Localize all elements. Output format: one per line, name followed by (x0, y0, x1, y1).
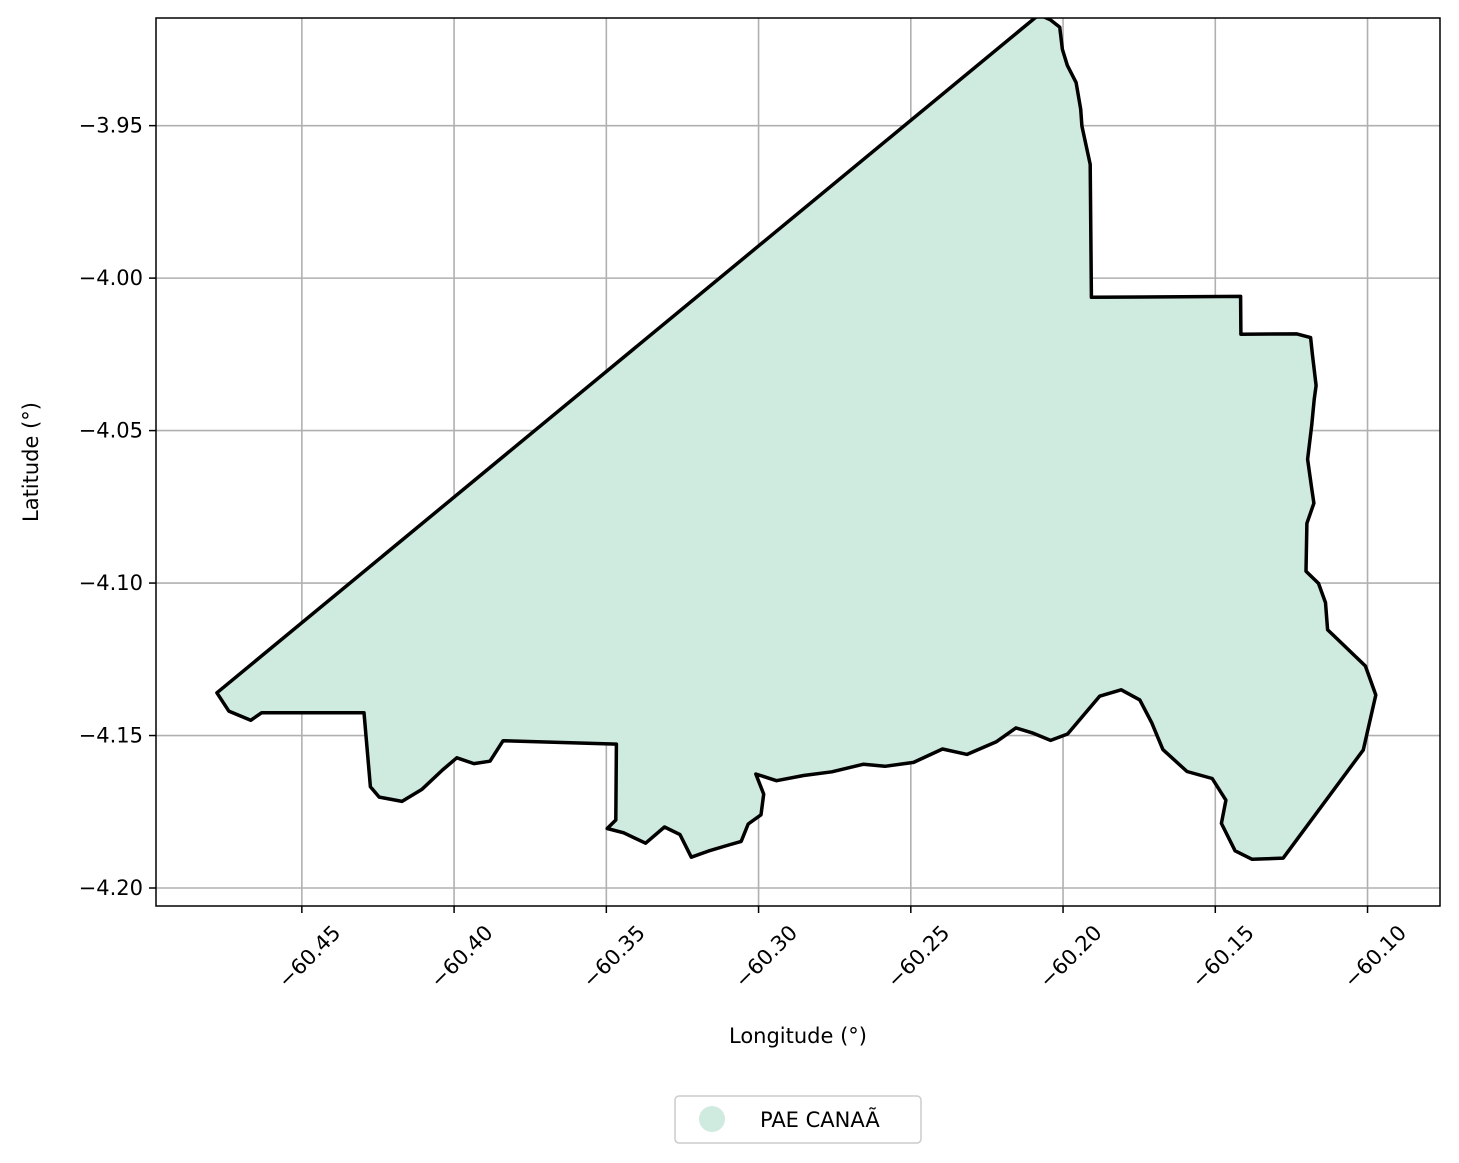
y-tick-label: −4.20 (79, 876, 143, 900)
legend-label: PAE CANAÃ (760, 1106, 880, 1132)
plot-frame (155, 17, 1441, 907)
y-tick-label: −4.10 (79, 571, 143, 595)
legend-frame (674, 1095, 922, 1144)
y-tick-label: −3.95 (79, 114, 143, 138)
y-tick-label: −4.05 (79, 419, 143, 443)
legend: PAE CANAÃ (674, 1095, 922, 1144)
map-region-pae-canaa[interactable] (215, 15, 1378, 862)
legend-marker (699, 1106, 725, 1132)
y-tick-label: −4.15 (79, 724, 143, 748)
y-axis: −3.95 −4.00 −4.05 −4.10 −4.15 −4.20 (79, 114, 156, 900)
y-tick-label: −4.00 (79, 266, 143, 290)
x-axis-title: Longitude (°) (729, 1024, 867, 1048)
y-axis-title: Latitude (°) (19, 402, 43, 522)
